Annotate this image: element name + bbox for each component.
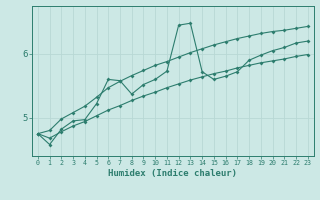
X-axis label: Humidex (Indice chaleur): Humidex (Indice chaleur) [108,169,237,178]
